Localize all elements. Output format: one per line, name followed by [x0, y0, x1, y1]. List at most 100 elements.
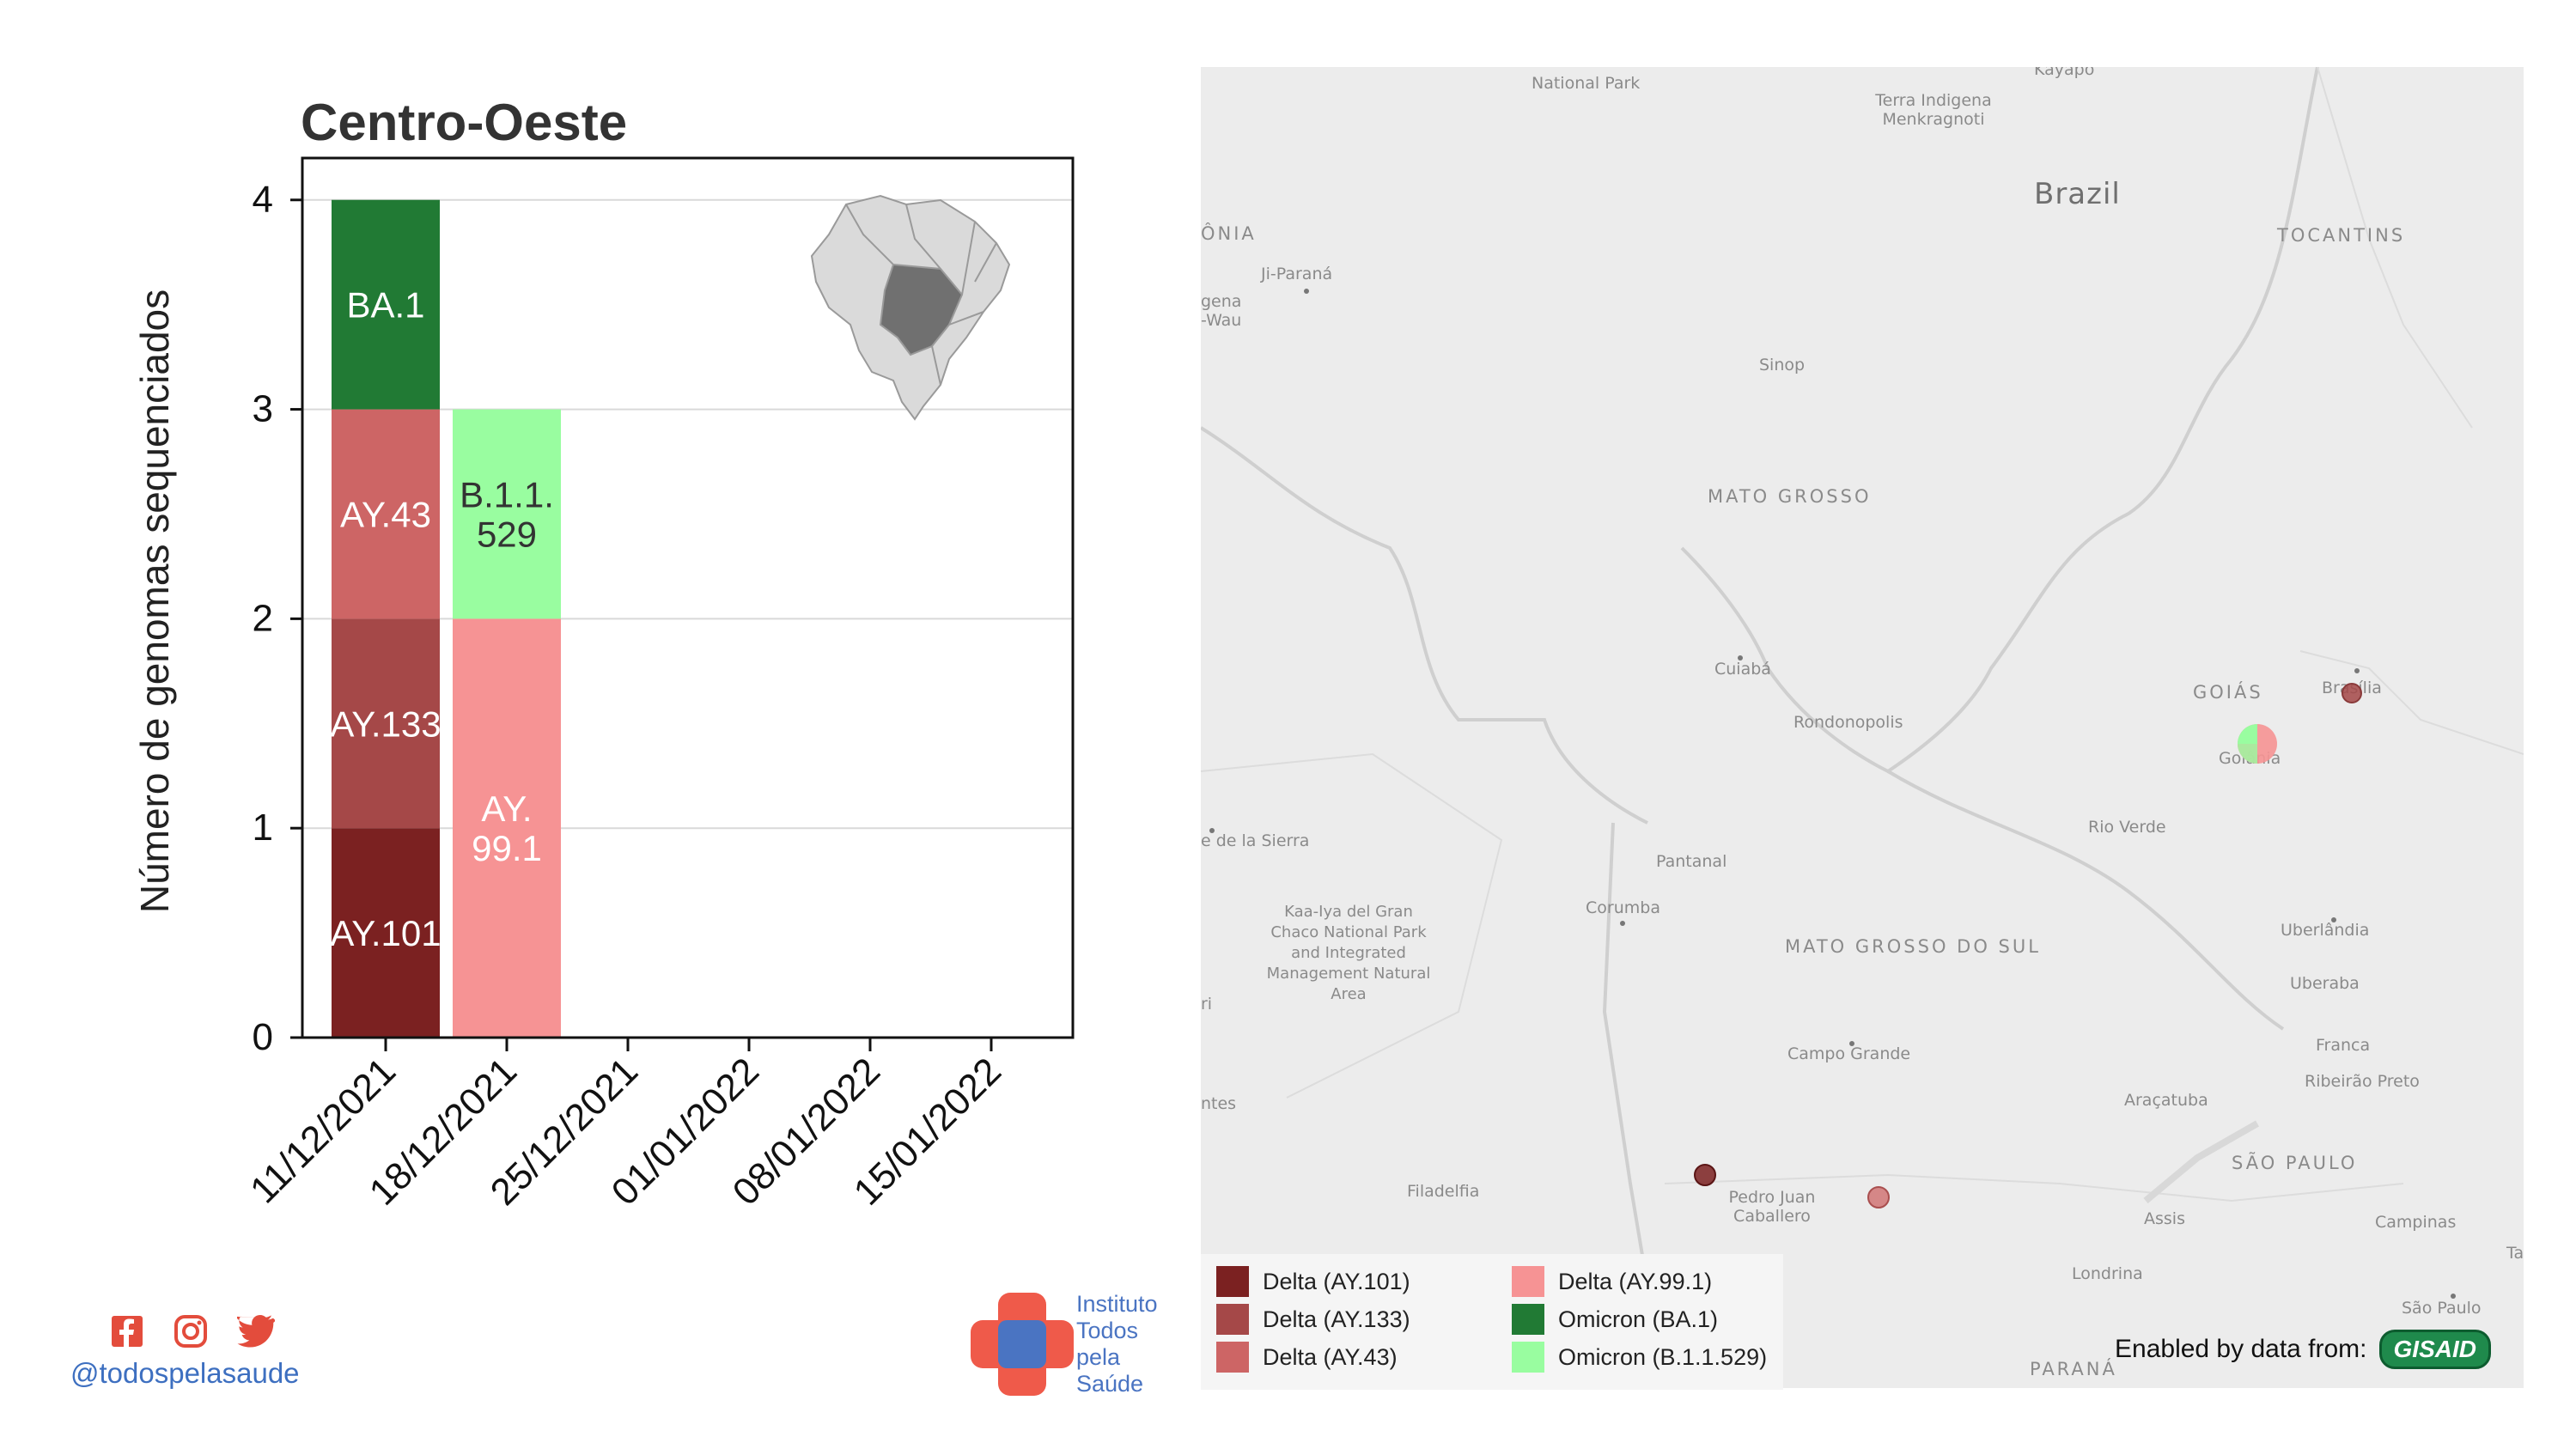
city-dot: [2331, 917, 2336, 922]
gisaid-logo[interactable]: GISAID: [2378, 1330, 2491, 1369]
map-place-label: Assis: [2144, 1209, 2185, 1228]
map-place-label: Filadelfia: [1407, 1182, 1480, 1201]
legend-swatch: [1216, 1342, 1249, 1373]
y-tick-label: 4: [253, 179, 273, 221]
bar-label: 529: [477, 514, 537, 554]
city-dot: [2451, 1294, 2456, 1299]
y-tick-label: 3: [253, 388, 273, 430]
legend-item: Delta (AY.133): [1216, 1304, 1410, 1335]
map-place-label: Uberaba: [2290, 974, 2360, 993]
bar-segment[interactable]: [453, 618, 561, 1038]
map-place-label: Ta: [2506, 1244, 2524, 1263]
chart-title: Centro-Oeste: [301, 94, 628, 151]
data-credit: Enabled by data from: GISAID: [2115, 1330, 2491, 1369]
city-dot: [1849, 1041, 1854, 1046]
map-place-label: National Park: [1532, 74, 1641, 93]
legend-swatch: [1216, 1266, 1249, 1297]
map-place-label: Uberlândia: [2281, 921, 2370, 940]
org-name-line: pela: [1076, 1344, 1121, 1370]
river-parana: [2143, 1120, 2259, 1204]
legend-item: Delta (AY.101): [1216, 1266, 1410, 1297]
marker-brasilia[interactable]: [2342, 683, 2362, 703]
instagram-icon[interactable]: [174, 1314, 208, 1349]
map-place-label: e de la Sierra: [1201, 831, 1310, 850]
brazil-inset-map: [810, 194, 1011, 421]
marker-goiania[interactable]: [2238, 724, 2277, 764]
map-markers: [1694, 683, 2362, 1209]
map-place-label: ri: [1201, 995, 1213, 1014]
state-borders: [845, 204, 997, 386]
border-line-mg: [2299, 650, 2524, 755]
map-place-label: Cuiabá: [1714, 660, 1771, 679]
border-line-goias: [1680, 67, 2319, 774]
legend-item: Omicron (BA.1): [1512, 1304, 1718, 1335]
map-panel: Brazil TOCANTINS ÔNIA MATO GROSSO MATO G…: [1201, 67, 2524, 1388]
social-handle[interactable]: @todospelasaude: [70, 1357, 300, 1389]
map-place-label: ntes: [1201, 1094, 1237, 1113]
legend: Delta (AY.101) Delta (AY.133) Delta (AY.…: [1201, 1254, 1783, 1390]
social-links: [110, 1314, 275, 1349]
y-tick-label: 1: [253, 807, 273, 849]
org-name-line: Todos: [1076, 1318, 1139, 1343]
instituto-logo-icon: [971, 1293, 1074, 1396]
legend-label: Delta (AY.133): [1263, 1306, 1410, 1332]
map-region-rondonia: ÔNIA: [1201, 223, 1257, 244]
map-place-label: Ribeirão Preto: [2305, 1072, 2420, 1091]
y-tick-label: 0: [253, 1016, 273, 1058]
map-place-label: São Paulo: [2402, 1299, 2482, 1318]
legend-swatch: [1512, 1342, 1544, 1373]
bar-segment[interactable]: [332, 618, 440, 829]
map-place-label: Kayapo: [2034, 67, 2095, 79]
border-line-parana: [1664, 1173, 2404, 1202]
map-place-label: Terra Indigena Menkragnoti: [1875, 91, 1992, 129]
twitter-icon[interactable]: [237, 1314, 275, 1349]
bar-segment[interactable]: [332, 828, 440, 1038]
bar-label: B.1.1.: [460, 474, 554, 514]
marker-mato-grosso-do-sul[interactable]: [1867, 1186, 1890, 1209]
legend-item: Delta (AY.43): [1216, 1342, 1398, 1373]
bar-label: AY.101: [330, 913, 441, 953]
legend-label: Delta (AY.101): [1263, 1268, 1410, 1294]
border-line-bolivia: [1201, 752, 1503, 1099]
bar-chart: AY.101 AY.133 AY.43 BA.1 AY.99.1 B.1.1.529 0 1…: [242, 156, 1075, 1214]
map-region-goias: GOIÁS: [2193, 682, 2263, 703]
bar-segment[interactable]: [332, 199, 440, 410]
bar-label: AY.43: [340, 494, 431, 534]
map-place-label: Kaa-Iya del Gran Chaco National Park and…: [1266, 903, 1431, 1003]
legend-swatch: [1512, 1266, 1544, 1297]
map-region-parana: PARANÁ: [2030, 1359, 2117, 1379]
y-tick-label: 2: [253, 597, 273, 639]
map-place-label: Franca: [2316, 1036, 2371, 1055]
map-place-label: Ji-Paraná: [1261, 265, 1333, 283]
map-place-label: Rondonopolis: [1793, 713, 1903, 732]
map-place-label: Sinop: [1759, 356, 1806, 374]
bar-segment[interactable]: [453, 409, 561, 619]
city-dot: [1620, 921, 1625, 926]
map-place-label: Campo Grande: [1787, 1044, 1911, 1063]
map-place-label: Rio Verde: [2088, 818, 2166, 837]
facebook-icon[interactable]: [110, 1314, 144, 1349]
border-line-west: [1201, 426, 1648, 825]
marker-pedro-juan-caballero[interactable]: [1694, 1164, 1716, 1186]
legend-label: Delta (AY.43): [1263, 1343, 1398, 1370]
city-dot: [1209, 828, 1215, 833]
org-name: Instituto Todos pela Saúde: [1076, 1291, 1158, 1397]
map-region-sao-paulo: SÃO PAULO: [2232, 1153, 2358, 1173]
map-place-label: Pedro Juan Caballero: [1728, 1188, 1816, 1226]
legend-swatch: [1216, 1304, 1249, 1335]
border-line-ms: [1886, 770, 2285, 1031]
bar-label: AY.133: [330, 703, 441, 744]
border-line-tocantins: [2317, 67, 2473, 429]
legend-label: Omicron (BA.1): [1558, 1306, 1719, 1332]
bar-segment[interactable]: [332, 409, 440, 619]
centro-oeste-region: [879, 263, 964, 356]
plot-frame: [301, 156, 1075, 1039]
bar-label: BA.1: [346, 285, 424, 326]
map-region-tocantins: TOCANTINS: [2277, 225, 2406, 246]
org-name-line: Instituto: [1076, 1291, 1158, 1317]
legend-label: Omicron (B.1.1.529): [1558, 1343, 1768, 1370]
bar-label: 99.1: [472, 828, 542, 868]
map-place-label: Pantanal: [1656, 852, 1727, 871]
map-place-label: Campinas: [2375, 1213, 2457, 1232]
legend-item: Omicron (B.1.1.529): [1512, 1342, 1767, 1373]
